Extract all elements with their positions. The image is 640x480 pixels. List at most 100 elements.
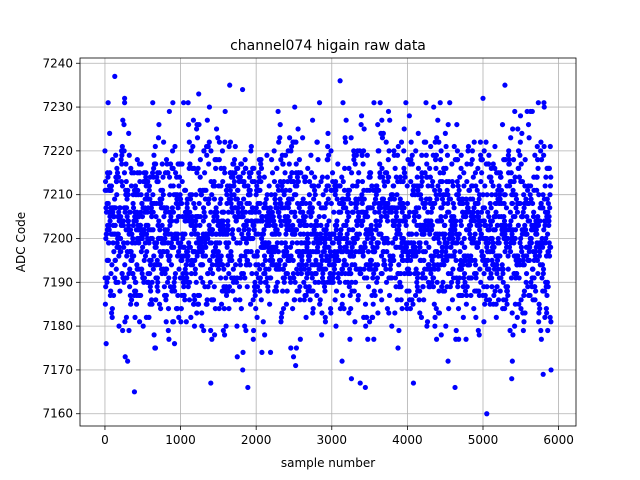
data-point — [522, 157, 528, 163]
data-point — [362, 244, 368, 250]
data-point — [190, 143, 196, 150]
data-point — [126, 152, 132, 158]
data-point — [532, 152, 538, 158]
data-point — [121, 170, 128, 176]
data-point — [340, 249, 346, 255]
data-point — [363, 314, 370, 320]
data-point — [245, 218, 251, 224]
data-point — [248, 170, 254, 176]
data-point — [139, 270, 145, 277]
data-point — [374, 275, 381, 281]
data-point — [360, 218, 366, 224]
data-point — [308, 152, 314, 158]
data-point — [258, 178, 264, 185]
data-point — [449, 178, 455, 185]
data-point — [358, 113, 365, 119]
data-point — [280, 288, 286, 294]
data-point — [436, 310, 443, 316]
data-point — [517, 139, 523, 145]
data-point — [491, 292, 497, 299]
data-point — [378, 253, 385, 259]
data-point — [543, 174, 549, 180]
data-point — [504, 301, 510, 307]
data-point — [359, 222, 365, 228]
data-point — [518, 305, 524, 312]
data-point — [356, 231, 363, 237]
data-point — [452, 384, 458, 391]
data-point — [292, 213, 298, 220]
data-point — [410, 301, 416, 307]
data-point — [151, 332, 157, 338]
data-point — [472, 218, 478, 224]
data-point — [229, 231, 235, 237]
data-point — [268, 275, 274, 281]
data-point — [486, 266, 492, 272]
data-point — [308, 213, 314, 220]
data-point — [182, 231, 188, 237]
data-point — [217, 257, 223, 263]
data-point — [264, 152, 270, 158]
data-point — [228, 253, 234, 259]
data-point — [294, 240, 300, 246]
data-point — [431, 253, 437, 259]
data-point — [481, 270, 487, 277]
data-point — [265, 284, 271, 290]
data-point — [123, 314, 130, 320]
data-point — [323, 266, 329, 272]
data-point — [238, 200, 244, 207]
data-point — [440, 279, 446, 285]
data-point — [399, 253, 405, 259]
data-point — [463, 213, 469, 220]
data-point — [224, 192, 230, 198]
data-point — [300, 196, 306, 202]
data-point — [142, 253, 149, 259]
data-point — [158, 200, 164, 207]
data-point — [267, 301, 273, 307]
data-point — [346, 310, 352, 316]
data-point — [489, 275, 495, 281]
data-point — [262, 200, 268, 207]
data-point — [254, 284, 261, 290]
data-point — [343, 222, 349, 228]
data-point — [355, 297, 361, 303]
data-point — [272, 196, 278, 202]
data-point — [126, 327, 132, 334]
data-point — [288, 148, 294, 154]
data-point — [115, 174, 122, 180]
data-point — [348, 170, 355, 176]
data-point — [377, 161, 383, 167]
data-point — [453, 327, 459, 334]
data-point — [234, 354, 240, 360]
data-point — [422, 249, 428, 255]
data-point — [149, 213, 155, 220]
data-point — [359, 152, 365, 158]
data-point — [243, 240, 250, 246]
data-point — [262, 270, 268, 277]
data-point — [259, 349, 265, 355]
data-point — [196, 292, 203, 299]
data-point — [439, 205, 445, 211]
data-point — [280, 305, 287, 312]
data-point — [447, 284, 453, 290]
data-point — [138, 209, 144, 215]
data-point — [305, 270, 311, 277]
data-point — [534, 174, 540, 180]
data-point — [390, 253, 396, 259]
data-point — [339, 301, 345, 307]
data-point — [508, 135, 514, 141]
data-point — [216, 305, 222, 312]
data-point — [123, 205, 130, 211]
data-point — [540, 192, 546, 198]
data-point — [172, 275, 178, 281]
data-point — [232, 143, 238, 150]
data-point — [464, 178, 470, 185]
data-point — [120, 240, 127, 246]
data-point — [462, 244, 468, 250]
data-point — [258, 297, 264, 303]
data-point — [426, 244, 432, 250]
data-point — [122, 354, 128, 360]
outlier-point — [208, 380, 214, 386]
data-point — [146, 183, 153, 189]
data-point — [257, 279, 264, 285]
data-point — [516, 275, 522, 281]
